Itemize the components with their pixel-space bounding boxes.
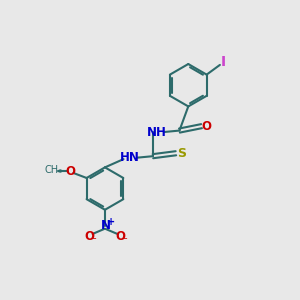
Text: O: O [65, 165, 75, 178]
Text: ⁻: ⁻ [90, 237, 96, 247]
Text: NH: NH [146, 125, 167, 139]
Text: +: + [107, 218, 116, 227]
Text: N: N [100, 219, 110, 232]
Text: O: O [115, 230, 125, 243]
Text: ⁻: ⁻ [121, 237, 127, 247]
Text: O: O [202, 120, 212, 133]
Text: S: S [177, 147, 186, 160]
Text: CH₃: CH₃ [44, 165, 63, 175]
Text: I: I [220, 55, 225, 69]
Text: HN: HN [120, 151, 140, 164]
Text: O: O [85, 230, 94, 243]
